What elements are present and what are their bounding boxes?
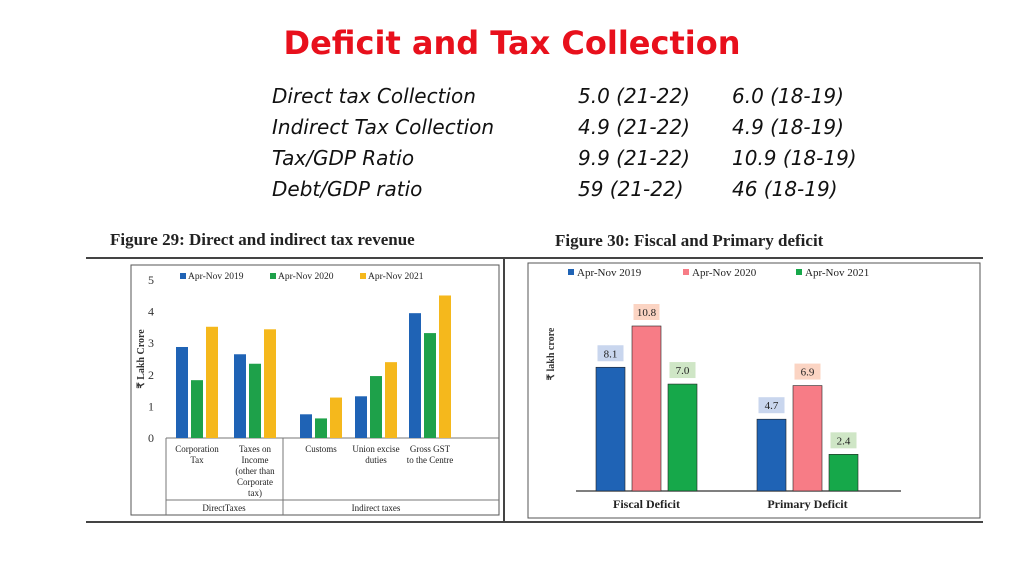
bar (330, 397, 342, 438)
summary-label: Tax/GDP Ratio (272, 146, 415, 170)
legend-swatch (683, 269, 689, 275)
category-label: Union excise (352, 444, 399, 454)
summary-row: Indirect Tax Collection 4.9 (21-22) 4.9 … (272, 115, 892, 146)
summary-value-previous: 6.0 (18-19) (732, 84, 844, 108)
bar (264, 329, 276, 438)
plot-frame (130, 264, 500, 516)
y-tick-label: 4 (148, 305, 154, 319)
data-label: 6.9 (801, 367, 815, 379)
chart-figure-30: ₹ lakh crore Apr-Nov 2019 Apr-Nov 2020 Apr-… (527, 262, 981, 519)
summary-table: Direct tax Collection 5.0 (21-22) 6.0 (1… (272, 84, 892, 208)
bar (756, 418, 787, 492)
figure-30-title: Figure 30: Fiscal and Primary deficit (555, 231, 824, 250)
summary-label: Debt/GDP ratio (272, 177, 423, 201)
bar (409, 313, 421, 438)
bar (206, 326, 218, 438)
category-label: Fiscal Deficit (613, 497, 680, 511)
summary-value-previous: 10.9 (18-19) (732, 146, 857, 170)
legend-swatch (568, 269, 574, 275)
bar (828, 454, 859, 492)
bar (355, 396, 367, 438)
category-label: (other than (235, 466, 275, 476)
bar (315, 418, 327, 438)
legend-label: Apr-Nov 2020 (692, 267, 757, 279)
legend-label: Apr-Nov 2020 (278, 272, 334, 282)
category-label: to the Centre (407, 455, 454, 465)
legend-label: Apr-Nov 2019 (188, 272, 244, 282)
summary-value-current: 4.9 (21-22) (578, 115, 690, 139)
summary-value-current: 5.0 (21-22) (578, 84, 690, 108)
figure-29-title: Figure 29: Direct and indirect tax reven… (110, 230, 415, 249)
bar (385, 362, 397, 438)
summary-label: Direct tax Collection (272, 84, 476, 108)
plot-frame (527, 262, 981, 519)
data-label-box (758, 397, 785, 414)
legend-label: Apr-Nov 2021 (805, 267, 869, 279)
category-label: duties (365, 455, 387, 465)
legend-label: Apr-Nov 2019 (577, 267, 642, 279)
y-tick-label: 2 (148, 368, 154, 382)
summary-value-current: 9.9 (21-22) (578, 146, 690, 170)
summary-row: Tax/GDP Ratio 9.9 (21-22) 10.9 (18-19) (272, 146, 892, 177)
category-label: Taxes on (239, 444, 272, 454)
legend-swatch (270, 273, 276, 279)
group-label: Indirect taxes (352, 503, 401, 513)
category-label: Tax (190, 455, 204, 465)
bar (191, 380, 203, 438)
data-label-box (794, 363, 821, 380)
page-title: Deficit and Tax Collection (283, 24, 741, 62)
bar (667, 383, 698, 492)
group-label: DirectTaxes (202, 503, 246, 513)
data-label: 10.8 (637, 307, 657, 319)
y-tick-label: 0 (148, 431, 154, 445)
data-label: 4.7 (765, 400, 779, 412)
y-axis-label: ₹ lakh crore (546, 327, 557, 380)
bar (234, 354, 246, 438)
category-label: Corporate (237, 477, 273, 487)
category-label: Income (242, 455, 269, 465)
data-label: 8.1 (604, 348, 618, 360)
bar (631, 325, 662, 492)
legend-label: Apr-Nov 2021 (368, 272, 424, 282)
data-label-box (669, 362, 696, 379)
summary-label: Indirect Tax Collection (272, 115, 495, 139)
summary-value-previous: 4.9 (18-19) (732, 115, 844, 139)
bar (439, 295, 451, 438)
y-tick-label: 5 (148, 273, 154, 287)
summary-value-current: 59 (21-22) (578, 177, 684, 201)
bar (370, 376, 382, 438)
category-label: tax) (248, 488, 262, 498)
chart-figure-29: 0 1 2 3 4 5 ₹ Lakh Crore Apr-Nov 2019 Apr-Nov 20… (130, 264, 500, 516)
bar (595, 366, 626, 492)
figure-bottom-rule (86, 521, 983, 523)
category-label: Corporation (175, 444, 219, 454)
summary-row: Direct tax Collection 5.0 (21-22) 6.0 (1… (272, 84, 892, 115)
data-label-box (633, 304, 660, 321)
category-label: Gross GST (410, 444, 451, 454)
figure-top-rule (86, 257, 983, 259)
bar (176, 346, 188, 438)
bar (300, 414, 312, 438)
bar (249, 363, 261, 438)
y-axis-label: ₹ Lakh Crore (136, 329, 147, 389)
bar (424, 333, 436, 438)
legend-swatch (180, 273, 186, 279)
summary-value-previous: 46 (18-19) (732, 177, 838, 201)
figure-divider (503, 259, 505, 521)
bar (792, 385, 823, 492)
data-label: 2.4 (837, 435, 851, 447)
data-label: 7.0 (676, 365, 690, 377)
y-tick-label: 1 (148, 399, 154, 413)
category-label: Customs (305, 444, 337, 454)
data-label-box (830, 432, 857, 449)
data-label-box (597, 345, 624, 362)
legend-swatch (360, 273, 366, 279)
summary-row: Debt/GDP ratio 59 (21-22) 46 (18-19) (272, 177, 892, 208)
category-label: Primary Deficit (767, 497, 847, 511)
y-tick-label: 3 (148, 336, 154, 350)
legend-swatch (796, 269, 802, 275)
